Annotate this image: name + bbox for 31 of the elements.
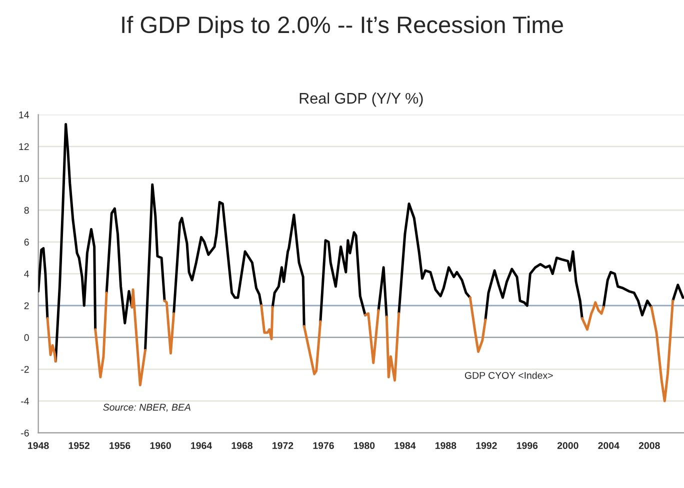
x-tick-label: 1972 <box>272 442 294 450</box>
x-tick-label: 1988 <box>435 442 456 450</box>
y-tick-label: -4 <box>21 398 29 405</box>
y-tick-label: 14 <box>19 112 29 118</box>
y-tick-label: 8 <box>24 206 29 214</box>
annotation: GDP CYOY <Index> <box>464 372 553 379</box>
y-tick-label: 12 <box>19 143 29 150</box>
y-tick-label: 2 <box>24 302 29 310</box>
y-tick-label: 4 <box>24 270 29 278</box>
y-tick-label: -6 <box>21 430 29 436</box>
x-tick-label: 1976 <box>313 442 334 450</box>
x-tick-label: 1956 <box>110 442 130 450</box>
x-tick-label: 1948 <box>28 442 49 450</box>
x-tick-label: 2008 <box>638 442 660 450</box>
y-tick-label: 10 <box>19 175 29 182</box>
chart-subtitle: Real GDP (Y/Y %) <box>300 92 423 107</box>
x-tick-label: 1952 <box>68 442 90 450</box>
x-tick-label: 1992 <box>476 442 497 450</box>
y-tick-label: 6 <box>24 238 29 246</box>
y-tick-label: -2 <box>21 366 29 373</box>
x-tick-label: 2004 <box>598 442 620 450</box>
x-tick-label: 1960 <box>150 442 171 450</box>
x-tick-label: 1984 <box>394 442 416 450</box>
x-tick-label: 1968 <box>232 442 253 450</box>
x-tick-label: 1980 <box>354 442 375 450</box>
y-tick-label: 0 <box>24 334 29 342</box>
x-tick-label: 1964 <box>191 442 212 450</box>
annotation: Source: NBER, BEA <box>103 404 190 412</box>
x-tick-label: 1996 <box>516 442 538 450</box>
x-tick-label: 2000 <box>557 442 578 450</box>
chart-title: If GDP Dips to 2.0% -- It’s Recession Time <box>122 16 563 38</box>
